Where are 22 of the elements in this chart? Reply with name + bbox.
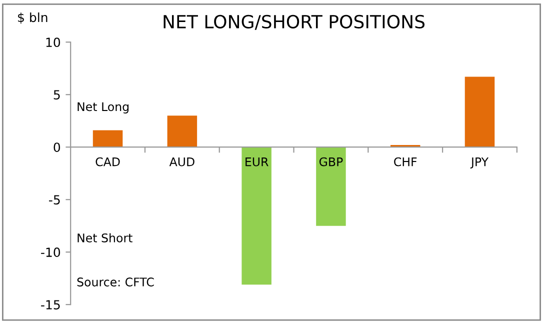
bar	[464, 76, 495, 148]
bar	[92, 130, 123, 148]
x-tick-label: JPY	[470, 157, 489, 168]
chart-title: NET LONG/SHORT POSITIONS	[164, 14, 425, 30]
x-tick-label: CAD	[96, 157, 120, 166]
x-tick-label: CHF	[394, 157, 417, 166]
bar	[316, 147, 346, 226]
x-tick-label: EUR	[246, 157, 268, 166]
bar	[167, 116, 198, 148]
y-tick-label: 10	[46, 38, 60, 48]
y-tick-label: 5	[54, 90, 60, 100]
y-tick-label: -5	[49, 195, 60, 205]
y-tick-label: -15	[41, 300, 60, 310]
y-axis-title: $ bln	[18, 12, 48, 24]
annotation: Net Long	[78, 102, 129, 114]
y-tick-label: 0	[54, 142, 60, 152]
bar	[242, 147, 272, 285]
annotation: Source: CFTC	[77, 278, 154, 286]
annotation: Net Short	[78, 233, 132, 242]
x-tick-label: AUD	[169, 157, 194, 166]
y-tick-label: -10	[41, 248, 60, 257]
x-tick-label: GBP	[319, 157, 343, 166]
